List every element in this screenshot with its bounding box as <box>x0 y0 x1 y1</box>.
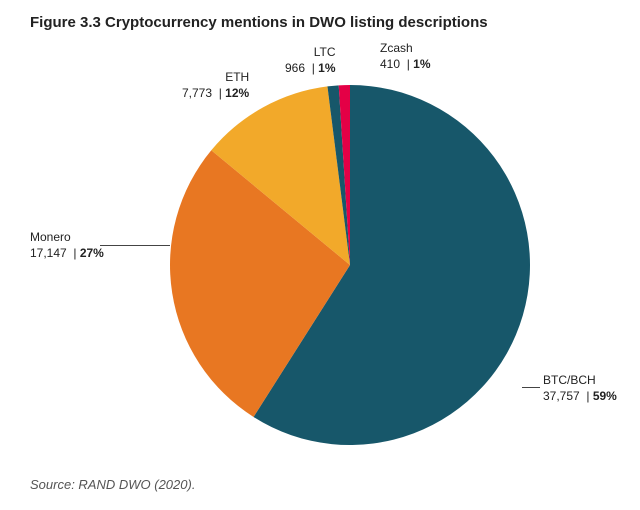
label-btc-name: BTC/BCH <box>543 373 596 387</box>
label-eth-name: ETH <box>225 70 249 84</box>
leader-btc <box>522 387 540 388</box>
label-monero: Monero 17,147 | 27% <box>30 230 104 261</box>
label-eth-count: 7,773 <box>182 86 212 100</box>
label-ltc-pct: 1% <box>318 61 335 75</box>
label-zcash-name: Zcash <box>380 41 413 55</box>
label-monero-pct: 27% <box>80 246 104 260</box>
label-ltc-name: LTC <box>314 45 336 59</box>
figure-title: Figure 3.3 Cryptocurrency mentions in DW… <box>30 14 488 31</box>
label-eth: ETH 7,773 | 12% <box>182 70 249 101</box>
figure-source: Source: RAND DWO (2020). <box>30 477 195 492</box>
label-ltc-count: 966 <box>285 61 305 75</box>
label-monero-count: 17,147 <box>30 246 67 260</box>
label-ltc: LTC 966 | 1% <box>285 45 336 76</box>
label-btc-count: 37,757 <box>543 389 580 403</box>
label-zcash-pct: 1% <box>413 57 430 71</box>
label-zcash: Zcash 410 | 1% <box>380 41 431 72</box>
label-btc: BTC/BCH 37,757 | 59% <box>543 373 617 404</box>
label-btc-pct: 59% <box>593 389 617 403</box>
label-zcash-count: 410 <box>380 57 400 71</box>
label-monero-name: Monero <box>30 230 71 244</box>
leader-monero <box>100 245 170 246</box>
pie-chart: BTC/BCH 37,757 | 59% Monero 17,147 | 27%… <box>0 35 640 475</box>
label-eth-pct: 12% <box>225 86 249 100</box>
